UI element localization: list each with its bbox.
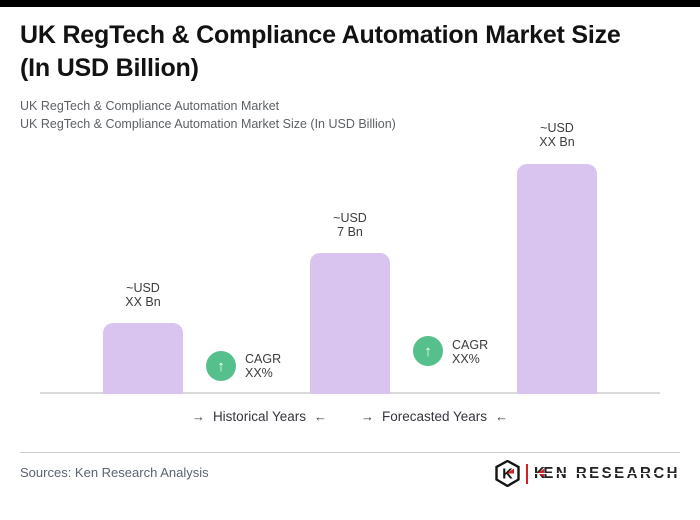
up-arrow-icon: ↑ (217, 357, 225, 375)
svg-text:K: K (502, 467, 513, 483)
bar-value-label: ~USD XX Bn (539, 121, 575, 149)
cagr-label: CAGR XX% (452, 338, 489, 366)
right-arrow-icon: → (191, 409, 205, 424)
cagr-badge: ↑ (206, 351, 236, 381)
period-label-forecasted: → Forecasted Years ← (361, 409, 508, 424)
page-title: UK RegTech & Compliance Automation Marke… (20, 19, 685, 85)
bar-value-label: ~USD 7 Bn (333, 211, 367, 239)
period-label-text: Forecasted Years (381, 409, 488, 424)
left-arrow-icon: ← (495, 409, 509, 424)
left-arrow-icon: ← (313, 409, 327, 424)
bar-current (310, 253, 390, 394)
right-arrow-icon: → (360, 409, 374, 424)
bar-value-label: ~USD XX Bn (125, 281, 161, 309)
up-arrow-icon: ↑ (424, 342, 432, 360)
chart-subtitle-1: UK RegTech & Compliance Automation Marke… (20, 99, 280, 113)
period-label-text: Historical Years (212, 409, 306, 424)
footer-divider (20, 452, 680, 453)
chart-subtitle-2: UK RegTech & Compliance Automation Marke… (20, 117, 396, 131)
bar-forecasted (517, 164, 597, 394)
sources-text: Sources: Ken Research Analysis (20, 465, 209, 480)
ken-research-logo: K KEN RESEARCH (495, 460, 680, 487)
bar-chart: ~USD XX Bn ~USD 7 Bn ~USD XX Bn ↑ CAGR X… (40, 121, 660, 394)
logo-separator (525, 463, 528, 484)
top-bar (0, 0, 700, 7)
cagr-badge: ↑ (413, 336, 443, 366)
page-title-line1: UK RegTech & Compliance Automation Marke… (20, 21, 621, 49)
cagr-label: CAGR XX% (245, 352, 282, 380)
bar-historical (103, 323, 183, 394)
period-labels-row: → Historical Years ← → Forecasted Years … (0, 409, 700, 424)
ken-research-badge-icon: K (495, 460, 520, 487)
ken-research-wordmark: KEN RESEARCH (533, 464, 680, 483)
period-label-historical: → Historical Years ← (192, 409, 327, 424)
page-title-line2: (In USD Billion) (20, 54, 199, 82)
